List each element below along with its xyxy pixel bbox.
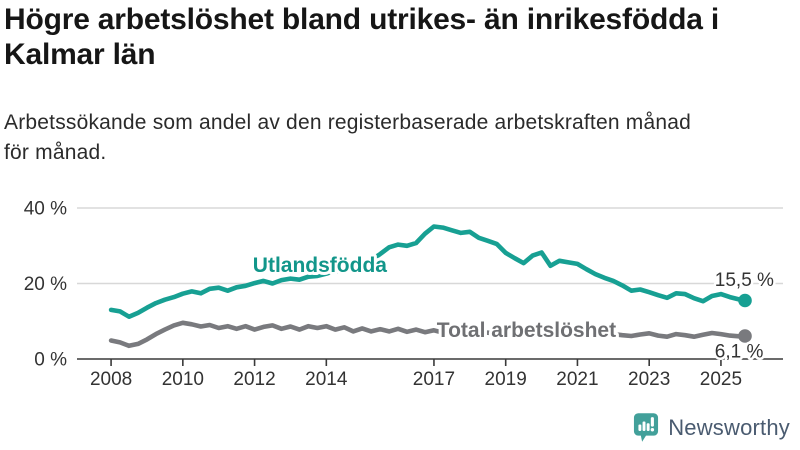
newsworthy-logo: Newsworthy bbox=[632, 412, 790, 443]
annotation-2: 15,5 % bbox=[715, 270, 774, 291]
x-axis-label-2019: 2019 bbox=[485, 369, 527, 390]
x-axis-label-2010: 2010 bbox=[162, 369, 204, 390]
x-axis-label-2014: 2014 bbox=[305, 369, 348, 390]
y-axis-label-0: 0 % bbox=[34, 350, 67, 371]
y-axis-label-20: 20 % bbox=[24, 274, 67, 295]
annotation-3: 6,1 % bbox=[715, 342, 764, 363]
series-end-dot-0 bbox=[738, 293, 752, 308]
x-axis-label-2023: 2023 bbox=[628, 369, 670, 390]
logo-bar-tall bbox=[646, 423, 650, 431]
x-axis-label-2012: 2012 bbox=[233, 369, 275, 390]
x-axis-label-2021: 2021 bbox=[556, 369, 598, 390]
logo-bar-small bbox=[638, 424, 642, 431]
logo-exclamation-bar bbox=[651, 417, 655, 427]
y-axis-label-40: 40 % bbox=[24, 199, 67, 220]
series-end-dot-1 bbox=[738, 329, 752, 343]
series-line-0 bbox=[108, 224, 748, 319]
chart-subtitle: Arbetssökande som andel av den registerb… bbox=[4, 111, 691, 164]
x-axis-label-2008: 2008 bbox=[90, 369, 132, 390]
annotation-0: Utlandsfödda bbox=[253, 254, 387, 277]
newsworthy-logo-text: Newsworthy bbox=[668, 414, 790, 440]
logo-exclamation-dot bbox=[650, 428, 655, 432]
logo-bubble-shape bbox=[634, 413, 659, 442]
chart-title: Högre arbetslöshet bland utrikes- än inr… bbox=[4, 3, 719, 71]
series-line-1 bbox=[108, 320, 748, 349]
annotation-1: Total arbetslöshet bbox=[437, 319, 616, 342]
logo-bar-medium bbox=[642, 421, 646, 431]
newsworthy-logo-icon bbox=[634, 413, 659, 442]
x-axis-label-2025: 2025 bbox=[700, 369, 742, 390]
line-chart: 0 % 20 % 40 % 2008 2010 2012 2014 2017 2019 2021 2… bbox=[24, 199, 783, 390]
x-axis-label-2017: 2017 bbox=[413, 369, 455, 390]
